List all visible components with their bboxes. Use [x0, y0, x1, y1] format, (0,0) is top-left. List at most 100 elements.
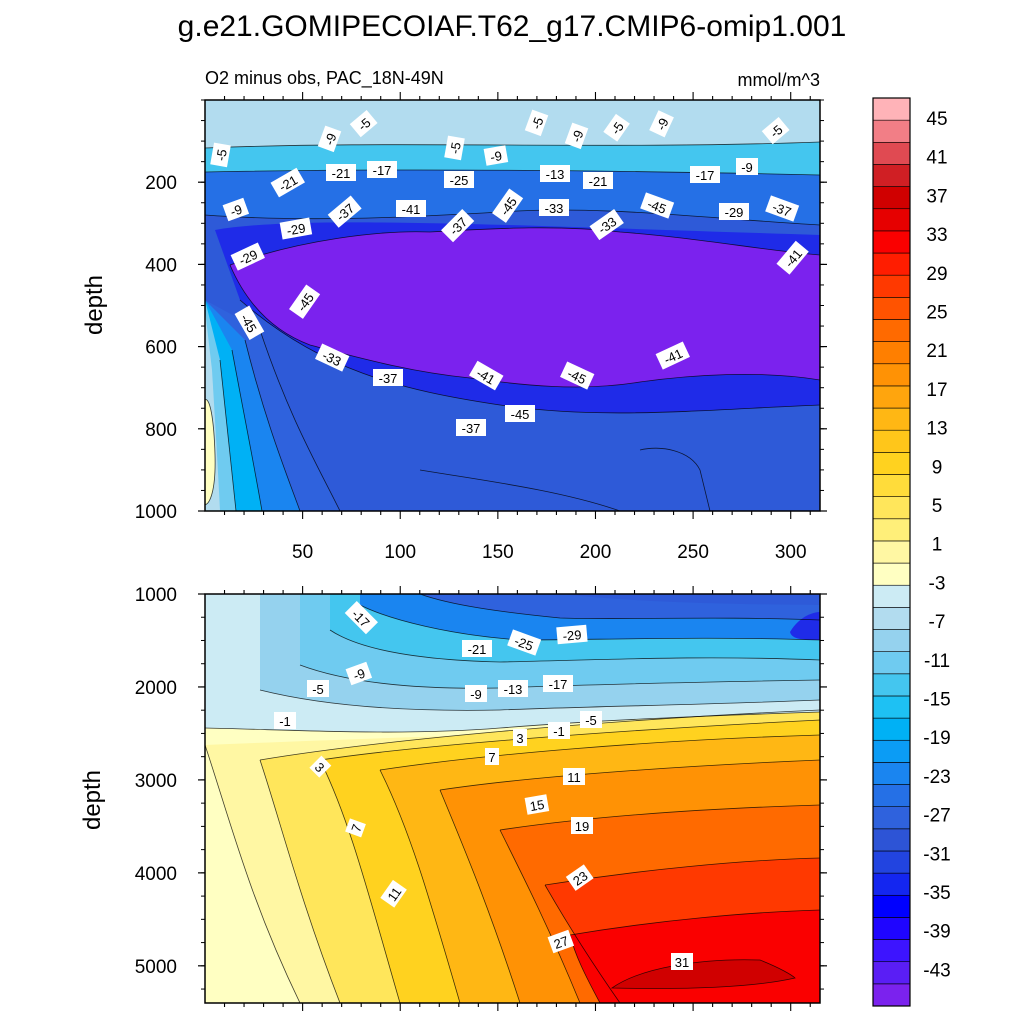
colorbar-label: -27 [923, 806, 950, 827]
colorbar-swatch [872, 673, 911, 697]
contour-label: -17 [367, 161, 397, 178]
colorbar-swatch [872, 97, 911, 121]
contour-label: -5 [580, 711, 602, 728]
colorbar-swatch [872, 717, 911, 741]
colorbar-swatch [872, 629, 911, 652]
contour-label-box [524, 794, 550, 815]
colorbar-swatch [872, 695, 911, 719]
contour-label-box [380, 879, 407, 908]
contour-label-box [655, 341, 690, 370]
colorbar-swatch [872, 208, 911, 232]
colorbar-swatch [872, 983, 911, 1007]
colorbar-swatch [872, 607, 911, 630]
contour-label-box [563, 768, 585, 785]
colorbar-swatch [872, 784, 911, 807]
figure-title: g.e21.GOMIPECOIAF.T62_g17.CMIP6-omip1.00… [178, 10, 847, 43]
contour-label-box [367, 161, 397, 178]
contour-label: 23 [565, 864, 594, 891]
contour-label-box [309, 755, 332, 778]
y-tick-label: 5000 [135, 957, 177, 978]
contour-label-text: -37 [379, 371, 398, 386]
contour-label-box [279, 217, 313, 240]
contour-label-text: -1 [279, 714, 291, 729]
contour-label-box [776, 240, 809, 275]
y-tick-label: 1000 [135, 585, 177, 606]
colorbar-swatch [872, 828, 911, 852]
upper-contour-labels: -5-9-5-9 -5 -9-5-5-9-5-9-21 -21 -17-25 -13 -21… [210, 109, 809, 436]
contour-label-box [483, 145, 509, 166]
contour-label-box [580, 711, 602, 728]
contour-label: -5 [524, 109, 549, 137]
colorbar-label: -15 [923, 690, 950, 711]
colorbar-swatch [872, 850, 911, 874]
contour-label-box [456, 419, 486, 436]
colorbar-swatch [872, 164, 911, 187]
y-tick-label: 3000 [135, 771, 177, 792]
contour-label-text: -9 [321, 131, 339, 147]
lower-deep-max [612, 959, 795, 989]
y-tick-label: 800 [145, 420, 177, 441]
colorbar-swatch [872, 141, 911, 165]
contour-label: -17 [690, 166, 720, 183]
contour-label: -21 [326, 164, 356, 181]
contour-label-text: 15 [529, 797, 546, 814]
contour-label: 11 [380, 879, 407, 908]
contour-label-box [547, 929, 575, 954]
contour-label-text: -21 [589, 174, 608, 189]
contour-label-box [539, 199, 569, 216]
contour-label: 11 [563, 768, 585, 785]
y-tick-label: 2000 [135, 678, 177, 699]
colorbar-label: 45 [926, 109, 947, 130]
colorbar-swatch [872, 363, 911, 387]
contour-label-text: -25 [450, 173, 469, 188]
upper-tick-marks: 200 400 600 800 1000 50 100 150 200 250 300 [135, 92, 827, 563]
contour-label-box [230, 242, 265, 271]
x-tick-label: 150 [482, 542, 514, 563]
upper-west-positive-patch [205, 399, 216, 505]
x-tick-label: 50 [292, 542, 313, 563]
contour-label-text: -45 [511, 407, 530, 422]
contour-label-text: -9 [568, 128, 586, 144]
contour-label: -9 [649, 110, 674, 138]
contour-label: -29 [719, 203, 749, 220]
colorbar-label: 29 [926, 264, 947, 285]
contour-label: -5 [349, 110, 378, 138]
contour-label-text: -41 [662, 346, 685, 368]
contour-label: -5 [761, 117, 790, 145]
colorbar-swatch [872, 496, 911, 520]
colorbar-swatch [872, 319, 911, 342]
contour-label-box [349, 110, 378, 138]
colorbar-label: 9 [932, 457, 943, 478]
y-tick-label: 1000 [135, 502, 177, 523]
contour-label-text: -21 [468, 642, 487, 657]
lower-tick-marks: 1000 2000 3000 4000 5000 [135, 585, 827, 1011]
upper-y-axis-label: depth [81, 275, 108, 335]
colorbar-frame [872, 97, 911, 1007]
colorbar-swatch [872, 252, 911, 276]
contour-label-text: -9 [228, 201, 244, 219]
contour-label-box [603, 113, 630, 142]
contour-label: -9 [736, 158, 758, 175]
colorbar-swatch [872, 540, 911, 564]
contour-label-text: -9 [470, 687, 482, 702]
colorbar-swatch [872, 474, 911, 497]
contour-label: -21 [583, 172, 613, 189]
colorbar-label: 37 [926, 186, 947, 207]
contour-label-text: 7 [488, 750, 495, 765]
contour-label-text: -29 [725, 205, 744, 220]
contour-label-box [649, 110, 674, 138]
contour-label-box [640, 192, 675, 219]
contour-label: -13 [498, 680, 528, 697]
units-subtitle: mmol/m^3 [738, 70, 820, 90]
contour-label-text: -5 [213, 148, 230, 162]
lower-y-axis-label: depth [79, 770, 106, 830]
contour-label-box [270, 167, 305, 198]
contour-label-box [344, 601, 378, 635]
contour-label-box [345, 818, 366, 838]
contour-label: 3 [513, 729, 527, 746]
contour-label: -9 [317, 125, 342, 153]
contour-label-box [222, 197, 250, 222]
contour-label-box [505, 405, 535, 422]
